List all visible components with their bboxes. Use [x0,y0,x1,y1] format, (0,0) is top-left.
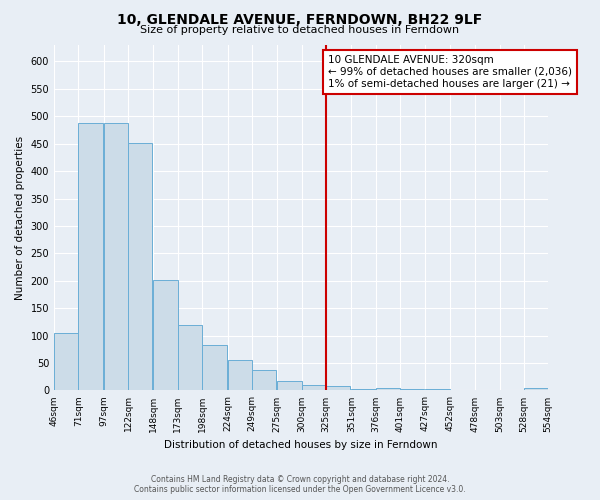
Bar [54,333,79,390]
Bar [79,124,103,390]
Bar [202,345,227,391]
Text: 10, GLENDALE AVENUE, FERNDOWN, BH22 9LF: 10, GLENDALE AVENUE, FERNDOWN, BH22 9LF [118,12,482,26]
Text: 10 GLENDALE AVENUE: 320sqm
← 99% of detached houses are smaller (2,036)
1% of se: 10 GLENDALE AVENUE: 320sqm ← 99% of deta… [328,56,572,88]
Bar [252,370,277,390]
Bar [104,124,128,390]
Bar [227,360,252,390]
Text: Size of property relative to detached houses in Ferndown: Size of property relative to detached ho… [140,25,460,35]
Bar [277,381,302,390]
Bar [376,388,400,390]
Bar [524,388,548,390]
Bar [326,386,350,390]
X-axis label: Distribution of detached houses by size in Ferndown: Distribution of detached houses by size … [164,440,438,450]
Bar [425,389,450,390]
Bar [352,389,376,390]
Bar [128,142,152,390]
Y-axis label: Number of detached properties: Number of detached properties [15,136,25,300]
Bar [178,324,202,390]
Text: Contains HM Land Registry data © Crown copyright and database right 2024.
Contai: Contains HM Land Registry data © Crown c… [134,474,466,494]
Bar [154,280,178,390]
Bar [302,385,326,390]
